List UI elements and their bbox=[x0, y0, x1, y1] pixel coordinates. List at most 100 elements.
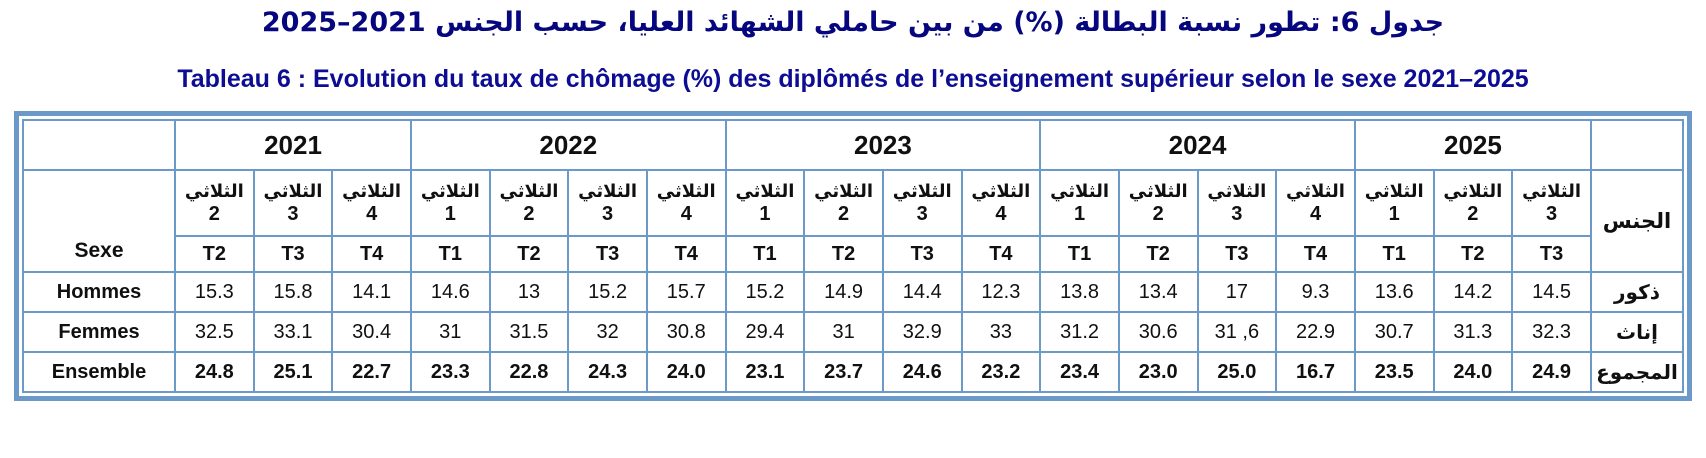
quarter-header: الثلاثي 2 bbox=[803, 169, 884, 238]
quarter-word-arabic: الثلاثي bbox=[1364, 180, 1424, 202]
row-label-arabic: المجموع bbox=[1590, 351, 1684, 394]
quarter-word-arabic: الثلاثي bbox=[499, 180, 559, 202]
value-cell: 31.2 bbox=[1039, 311, 1120, 354]
value-cell: 15.2 bbox=[567, 271, 648, 314]
quarter-header: الثلاثي 3 bbox=[881, 169, 963, 238]
value-cell: 29.4 bbox=[724, 311, 806, 354]
quarter-header: الثلاثي 3 bbox=[252, 169, 334, 238]
value-cell: 15.8 bbox=[252, 271, 334, 314]
row-label-french: Ensemble bbox=[22, 351, 176, 394]
trimester-label: T3 bbox=[252, 235, 334, 274]
trimester-label: T1 bbox=[409, 235, 491, 274]
quarter-word-arabic: الثلاثي bbox=[342, 180, 402, 202]
jins-corner-label: الجنس bbox=[1590, 169, 1684, 274]
year-header: 2024 bbox=[1039, 119, 1356, 172]
value-cell: 23.7 bbox=[803, 351, 884, 394]
quarter-word-arabic: الثلاثي bbox=[1443, 180, 1503, 202]
trimester-label: T1 bbox=[1039, 235, 1120, 274]
quarter-number: 3 bbox=[287, 203, 299, 226]
quarter-header: الثلاثي 4 bbox=[331, 169, 412, 238]
quarter-word-arabic: الثلاثي bbox=[1522, 180, 1582, 202]
quarter-header: الثلاثي 2 bbox=[1117, 169, 1199, 238]
trimester-label: T2 bbox=[488, 235, 570, 274]
row-label-french: Femmes bbox=[22, 311, 176, 354]
value-cell: 15.2 bbox=[724, 271, 806, 314]
value-cell: 30.6 bbox=[1117, 311, 1199, 354]
value-cell: 23.4 bbox=[1039, 351, 1120, 394]
value-cell: 14.6 bbox=[409, 271, 491, 314]
sexe-corner-label: Sexe bbox=[22, 169, 176, 274]
value-cell: 15.3 bbox=[174, 271, 255, 314]
corner-top-right bbox=[1590, 119, 1684, 172]
quarter-number: 3 bbox=[1546, 203, 1558, 226]
quarter-number: 3 bbox=[916, 203, 928, 226]
value-cell: 15.7 bbox=[645, 271, 727, 314]
year-row: 2021 2022 2023 2024 2025 bbox=[22, 119, 1684, 172]
trimester-label: T2 bbox=[803, 235, 884, 274]
value-cell: 24.6 bbox=[881, 351, 963, 394]
quarter-number: 4 bbox=[1309, 203, 1322, 226]
trimester-header-row: T2 T3 T4 T1 T2 T3 T4 T1 T2 T3 T4 T1 T2 T3 T4 T1 T2 T3 bbox=[23, 235, 1683, 274]
value-cell: 22.9 bbox=[1275, 311, 1356, 354]
trimester-label: T1 bbox=[1353, 235, 1435, 274]
value-cell: 14.1 bbox=[331, 271, 412, 314]
value-cell: 24.0 bbox=[1432, 351, 1514, 394]
quarter-header: الثلاثي 4 bbox=[960, 169, 1042, 238]
trimester-label: T4 bbox=[1275, 235, 1356, 274]
value-cell: 23.3 bbox=[409, 351, 491, 394]
quarter-number: 2 bbox=[523, 203, 535, 226]
quarter-header: الثلاثي 2 bbox=[174, 169, 255, 238]
table-title-french: Tableau 6 : Evolution du taux de chômage… bbox=[177, 65, 1529, 94]
quarter-number: 2 bbox=[1467, 203, 1479, 226]
table-row: Femmes 32.5 33.1 30.4 31 31.5 32 30.8 29.4 31 32.9… bbox=[22, 311, 1684, 354]
table-title-arabic: جدول 6: تطور نسبة البطالة (%) من بين حام… bbox=[261, 7, 1445, 38]
quarter-header: الثلاثي 3 bbox=[1511, 169, 1592, 238]
value-cell: 14.5 bbox=[1511, 271, 1592, 314]
value-cell: 13.6 bbox=[1353, 271, 1435, 314]
value-cell: 16.7 bbox=[1275, 351, 1356, 394]
trimester-label: T3 bbox=[1511, 235, 1592, 274]
trimester-label: T4 bbox=[960, 235, 1042, 274]
quarter-header: الثلاثي 3 bbox=[1196, 169, 1278, 238]
quarter-header: الثلاثي 4 bbox=[1275, 169, 1356, 238]
value-cell: 31 ,6 bbox=[1196, 311, 1278, 354]
value-cell: 17 bbox=[1196, 271, 1278, 314]
value-cell: 23.5 bbox=[1353, 351, 1435, 394]
value-cell: 30.8 bbox=[645, 311, 727, 354]
unemployment-rate-table-frame: 2021 2022 2023 2024 2025 Sexe الثلاثي 2 الثلاث… bbox=[14, 111, 1692, 402]
year-header: 2021 bbox=[174, 119, 412, 172]
year-header: 2022 bbox=[409, 119, 727, 172]
value-cell: 31.3 bbox=[1432, 311, 1514, 354]
value-cell: 13 bbox=[488, 271, 570, 314]
trimester-label: T1 bbox=[724, 235, 806, 274]
quarter-number: 1 bbox=[1388, 203, 1400, 226]
quarter-word-arabic: الثلاثي bbox=[1050, 180, 1109, 202]
quarter-number: 1 bbox=[444, 203, 456, 226]
unemployment-rate-table: 2021 2022 2023 2024 2025 Sexe الثلاثي 2 الثلاث… bbox=[22, 119, 1684, 394]
value-cell: 32 bbox=[567, 311, 648, 354]
value-cell: 25.1 bbox=[252, 351, 334, 394]
quarter-number: 1 bbox=[759, 203, 771, 226]
quarter-header: الثلاثي 4 bbox=[645, 169, 727, 238]
value-cell: 31.5 bbox=[488, 311, 570, 354]
corner-top-left bbox=[22, 119, 176, 172]
value-cell: 9.3 bbox=[1275, 271, 1356, 314]
quarter-number: 4 bbox=[366, 203, 378, 226]
quarter-word-arabic: الثلاثي bbox=[420, 180, 480, 202]
value-cell: 30.4 bbox=[331, 311, 412, 354]
quarter-word-arabic: الثلاثي bbox=[814, 180, 874, 202]
quarter-word-arabic: الثلاثي bbox=[971, 180, 1031, 202]
value-cell: 12.3 bbox=[960, 271, 1042, 314]
value-cell: 23.2 bbox=[960, 351, 1042, 394]
trimester-label: T2 bbox=[174, 235, 255, 274]
quarter-header: الثلاثي 2 bbox=[1432, 169, 1514, 238]
value-cell: 31 bbox=[409, 311, 491, 354]
value-cell: 24.8 bbox=[174, 351, 255, 394]
year-header: 2025 bbox=[1353, 119, 1593, 172]
quarter-word-arabic: الثلاثي bbox=[735, 180, 795, 202]
table-row: Ensemble 24.8 25.1 22.7 23.3 22.8 24.3 24.0 23.1… bbox=[22, 351, 1684, 394]
row-label-arabic: إناث bbox=[1590, 311, 1684, 354]
trimester-label: T3 bbox=[567, 235, 648, 274]
trimester-label: T4 bbox=[331, 235, 412, 274]
quarter-number: 2 bbox=[1152, 203, 1164, 226]
